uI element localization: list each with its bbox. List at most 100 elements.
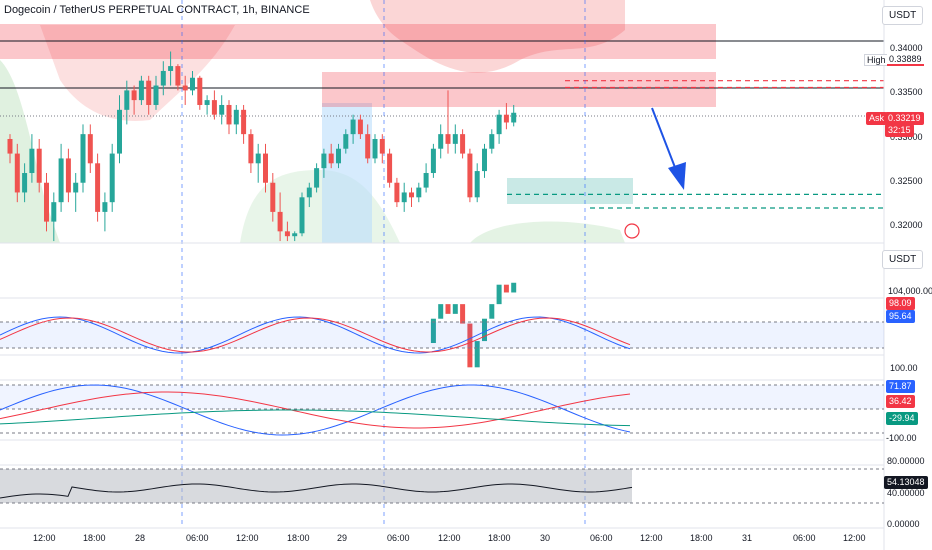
rsi-tick-80: 80.00000 <box>887 456 925 466</box>
lightning-icon <box>624 223 640 239</box>
candle <box>36 148 42 183</box>
ask-value: 0.33219 <box>885 112 924 125</box>
time-tick: 12:00 <box>843 533 866 543</box>
candle <box>58 158 64 203</box>
candle <box>409 192 414 198</box>
candle <box>306 187 312 198</box>
volume-candle <box>474 341 480 368</box>
candle <box>357 119 363 135</box>
price-tick-5: 0.32000 <box>890 220 923 230</box>
candle <box>321 153 327 169</box>
stoch-top-value: 98.09 <box>886 297 915 310</box>
candle <box>482 148 487 172</box>
time-tick: 18:00 <box>690 533 713 543</box>
price-tick-2: 0.33500 <box>890 87 923 97</box>
candle <box>241 109 247 135</box>
time-tick: 12:00 <box>33 533 56 543</box>
time-tick: 18:00 <box>488 533 511 543</box>
volume-candle <box>482 318 487 342</box>
candle <box>65 158 71 193</box>
candle <box>445 134 451 144</box>
candle <box>22 173 28 193</box>
candle <box>394 182 400 203</box>
candle <box>277 211 283 232</box>
time-tick: 18:00 <box>287 533 310 543</box>
time-tick: 06:00 <box>387 533 410 543</box>
candle <box>511 112 517 123</box>
osc-green-value: -29.94 <box>886 412 918 425</box>
countdown: 32:15 <box>885 124 914 137</box>
high-label: High <box>864 54 889 66</box>
candle <box>87 134 93 164</box>
candle <box>168 66 174 71</box>
time-tick: 06:00 <box>186 533 209 543</box>
candle <box>467 153 473 198</box>
candle <box>204 100 210 105</box>
candle <box>379 138 385 154</box>
ask-label: Ask <box>866 112 888 125</box>
volume-candle <box>503 284 509 293</box>
candle <box>211 100 217 115</box>
volume-tick: 104,000.00 <box>888 286 932 296</box>
candle <box>270 182 276 212</box>
candle <box>438 134 444 149</box>
candle <box>146 80 152 105</box>
candle <box>7 138 13 154</box>
volume-candle <box>452 304 458 314</box>
osc-tick-100: 100.00 <box>890 363 918 373</box>
candle <box>175 66 181 86</box>
candle <box>138 80 144 101</box>
target-zone <box>507 178 633 204</box>
currency-button[interactable]: USDT <box>882 6 924 25</box>
osc-blue-line <box>0 384 631 436</box>
candle <box>489 134 495 149</box>
candle <box>117 109 122 154</box>
green-band-right <box>470 221 625 243</box>
candle <box>73 182 79 193</box>
candle <box>452 134 458 144</box>
osc-green-line <box>0 409 631 427</box>
highlight-zone <box>322 103 372 243</box>
time-tick: 31 <box>742 533 753 543</box>
volume-candle <box>445 304 451 314</box>
candle <box>80 134 86 183</box>
volume-candle <box>438 304 444 319</box>
candle <box>248 134 254 164</box>
candle <box>416 187 422 198</box>
candle <box>255 153 261 164</box>
rsi-line <box>0 483 633 499</box>
stoch-band <box>0 322 884 348</box>
candle <box>102 202 108 212</box>
osc-tick-neg100: -100.00 <box>886 433 917 443</box>
stoch-value: 95.64 <box>886 310 915 323</box>
candle <box>401 192 407 203</box>
volume-candle <box>430 318 436 344</box>
candle <box>314 168 320 188</box>
candle <box>44 182 49 222</box>
candle <box>387 153 393 183</box>
candle <box>29 148 35 174</box>
candle <box>219 104 225 115</box>
high-value: 0.33889 <box>887 54 924 66</box>
candle <box>197 77 203 105</box>
osc-red-value: 36.42 <box>886 395 915 408</box>
candle <box>365 134 371 159</box>
osc-blue-value: 71.87 <box>886 380 915 393</box>
volume-candle <box>489 304 495 319</box>
volume-candle <box>460 304 466 324</box>
resistance-zone-lower <box>322 72 716 107</box>
rsi-value: 54.13048 <box>884 476 928 489</box>
candle <box>328 153 334 164</box>
candle <box>460 134 466 154</box>
rsi-tick-0: 0.00000 <box>887 519 920 529</box>
candle <box>109 153 115 203</box>
candle <box>496 114 502 135</box>
volume-currency-button[interactable]: USDT <box>882 250 924 269</box>
candle <box>372 138 378 159</box>
candle <box>474 171 480 198</box>
time-tick: 18:00 <box>83 533 106 543</box>
candle <box>233 109 239 125</box>
time-tick: 28 <box>135 533 146 543</box>
candle <box>263 153 268 183</box>
